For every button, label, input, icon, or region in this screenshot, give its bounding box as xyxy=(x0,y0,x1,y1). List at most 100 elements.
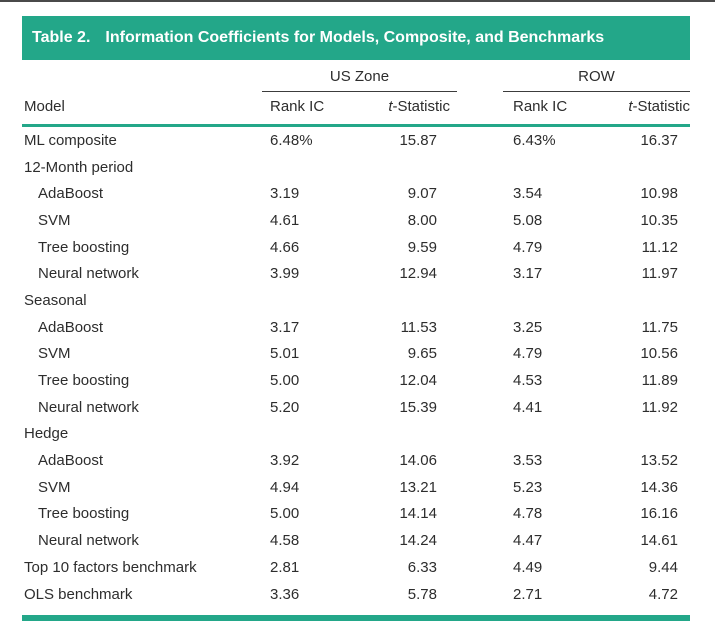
table-row: Neural network 5.20 15.39 4.41 11.92 xyxy=(22,394,690,421)
table-row: SVM 5.01 9.65 4.79 10.56 xyxy=(22,341,690,368)
row-value: 3.19 xyxy=(270,185,300,203)
row-value: 2.71 xyxy=(513,585,543,603)
table-row: Hedge xyxy=(22,421,690,448)
table-body: ML composite 6.48% 15.87 6.43% 16.37 12-… xyxy=(22,127,690,607)
row-value: 6.48% xyxy=(270,131,313,149)
row-value: 4.78 xyxy=(513,505,543,523)
column-group-header-row: US Zone ROW xyxy=(22,60,690,92)
row-value: 12.94 xyxy=(399,265,437,283)
row-value: 9.07 xyxy=(407,185,437,203)
column-header-model: Model xyxy=(24,98,65,115)
row-value: 15.87 xyxy=(399,131,437,149)
row-value: 12.04 xyxy=(399,372,437,390)
row-value: 4.53 xyxy=(513,372,543,390)
row-value: 3.53 xyxy=(513,452,543,470)
row-value: 5.78 xyxy=(407,585,437,603)
row-value: 5.00 xyxy=(270,505,300,523)
row-label: Hedge xyxy=(24,425,69,443)
row-value: 9.65 xyxy=(407,345,437,363)
table-row: SVM 4.61 8.00 5.08 10.35 xyxy=(22,207,690,234)
row-value: 14.06 xyxy=(399,452,437,470)
table-row: AdaBoost 3.92 14.06 3.53 13.52 xyxy=(22,447,690,474)
row-value: 8.00 xyxy=(407,211,437,229)
column-header-text-part: Rank IC xyxy=(513,98,568,115)
table-row: 12-Month period xyxy=(22,154,690,181)
row-label: Tree boosting xyxy=(38,372,130,390)
column-header-text-part: Rank IC xyxy=(270,98,325,115)
table-number-label: Table 2. xyxy=(32,29,91,46)
row-value: 14.14 xyxy=(399,505,437,523)
column-header-italic-part: t xyxy=(628,98,633,115)
row-value: 13.21 xyxy=(399,478,437,496)
row-value: 11.89 xyxy=(641,372,678,390)
row-value: 4.66 xyxy=(270,238,300,256)
table-row: Tree boosting 4.66 9.59 4.79 11.12 xyxy=(22,234,690,261)
row-value: 11.75 xyxy=(641,318,678,336)
table-bottom-rule xyxy=(22,615,690,622)
table-title-bar: Table 2. Information Coefficients for Mo… xyxy=(22,16,690,60)
row-value: 5.01 xyxy=(270,345,300,363)
row-label: SVM xyxy=(38,211,71,229)
column-header-us-t-statistic: t-Statistic xyxy=(352,98,457,115)
table-row: OLS benchmark 3.36 5.78 2.71 4.72 xyxy=(22,581,690,608)
row-label: OLS benchmark xyxy=(24,585,133,603)
row-value: 4.47 xyxy=(513,532,543,550)
row-value: 9.44 xyxy=(648,558,678,576)
row-label: Neural network xyxy=(38,532,139,550)
table-row: Neural network 3.99 12.94 3.17 11.97 xyxy=(22,260,690,287)
row-label: AdaBoost xyxy=(38,185,104,203)
column-header-row: Model Rank IC t-Statistic Rank IC t-Stat… xyxy=(22,92,690,127)
row-value: 15.39 xyxy=(399,398,437,416)
row-value: 4.58 xyxy=(270,532,300,550)
row-label: Neural network xyxy=(38,398,139,416)
row-value: 5.20 xyxy=(270,398,300,416)
table-row: AdaBoost 3.17 11.53 3.25 11.75 xyxy=(22,314,690,341)
row-value: 3.17 xyxy=(513,265,543,283)
page-top-rule xyxy=(0,0,715,2)
row-value: 11.12 xyxy=(641,238,678,256)
row-value: 14.36 xyxy=(640,478,678,496)
row-label: AdaBoost xyxy=(38,318,104,336)
row-value: 5.08 xyxy=(513,211,543,229)
group-header-row-region: ROW xyxy=(503,68,690,92)
column-header-row-rank-ic: Rank IC xyxy=(503,98,593,115)
row-label: Seasonal xyxy=(24,291,87,309)
row-label: Tree boosting xyxy=(38,505,130,523)
column-header-text-part: -Statistic xyxy=(632,98,690,115)
row-value: 2.81 xyxy=(270,558,300,576)
row-value: 6.33 xyxy=(407,558,437,576)
row-value: 3.99 xyxy=(270,265,300,283)
row-value: 3.54 xyxy=(513,185,543,203)
row-value: 14.61 xyxy=(640,532,678,550)
table-title: Information Coefficients for Models, Com… xyxy=(105,29,605,46)
row-value: 3.17 xyxy=(270,318,300,336)
row-label: 12-Month period xyxy=(24,158,134,176)
row-value: 14.24 xyxy=(399,532,437,550)
row-value: 4.94 xyxy=(270,478,300,496)
row-label: SVM xyxy=(38,478,71,496)
row-value: 3.25 xyxy=(513,318,543,336)
group-header-gap xyxy=(457,68,503,92)
row-value: 10.35 xyxy=(640,211,678,229)
table-2: Table 2. Information Coefficients for Mo… xyxy=(22,16,690,622)
table-row: Neural network 4.58 14.24 4.47 14.61 xyxy=(22,527,690,554)
row-value: 16.16 xyxy=(640,505,678,523)
table-row: AdaBoost 3.19 9.07 3.54 10.98 xyxy=(22,180,690,207)
row-label: ML composite xyxy=(24,131,117,149)
column-header-row-t-statistic: t-Statistic xyxy=(593,98,690,115)
row-label: AdaBoost xyxy=(38,452,104,470)
column-header-text-part: -Statistic xyxy=(392,98,450,115)
table-row: SVM 4.94 13.21 5.23 14.36 xyxy=(22,474,690,501)
row-value: 3.92 xyxy=(270,452,300,470)
row-value: 4.79 xyxy=(513,238,543,256)
row-value: 9.59 xyxy=(407,238,437,256)
row-label: Tree boosting xyxy=(38,238,130,256)
row-value: 4.49 xyxy=(513,558,543,576)
column-header-italic-part: t xyxy=(388,98,393,115)
row-label: Top 10 factors benchmark xyxy=(24,558,197,576)
row-value: 4.61 xyxy=(270,211,300,229)
row-value: 11.92 xyxy=(641,398,678,416)
row-value: 16.37 xyxy=(640,131,678,149)
row-value: 6.43% xyxy=(513,131,556,149)
